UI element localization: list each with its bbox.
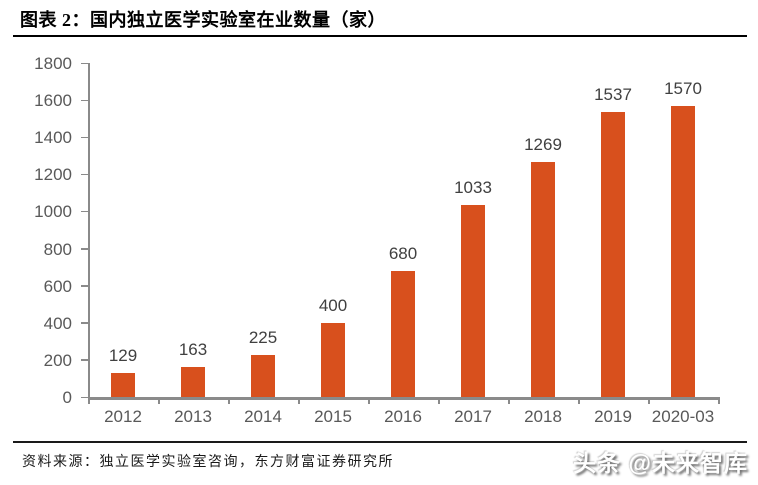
bar: [321, 323, 345, 397]
y-axis-tick-label: 200: [43, 350, 72, 370]
x-axis-tick-label: 2018: [524, 407, 562, 426]
x-axis-tick-mark: [578, 399, 580, 404]
x-axis-tick-label: 2014: [244, 407, 282, 426]
y-axis-tick-label: 1800: [34, 54, 72, 73]
y-axis-tick-label: 600: [43, 276, 72, 296]
x-axis-tick-mark: [88, 399, 90, 404]
y-axis-tick-label: 1200: [34, 165, 72, 185]
x-axis-tick-mark: [508, 399, 510, 404]
bar: [601, 112, 625, 397]
title-divider-line: [13, 35, 747, 37]
x-axis-tick-label: 2020-03: [651, 407, 715, 426]
y-axis-line: [88, 63, 90, 399]
bar-value-label: 163: [178, 340, 208, 359]
y-axis-tick-label: 0: [62, 388, 72, 407]
bar-value-label: 1537: [594, 85, 632, 104]
x-axis-tick-mark: [648, 399, 650, 404]
bar-value-label: 225: [248, 328, 278, 347]
y-axis-tick-mark: [81, 136, 88, 139]
y-axis-tick-mark: [81, 359, 88, 361]
bar-value-label: 680: [388, 244, 418, 263]
bar: [461, 205, 485, 397]
x-axis-tick-label: 2019: [594, 407, 632, 426]
bar: [531, 162, 555, 397]
bar-value-label: 1033: [454, 178, 492, 197]
bar-value-label: 1269: [524, 135, 562, 154]
x-axis-tick-label: 2016: [384, 407, 422, 426]
x-axis-tick-mark: [158, 399, 160, 404]
y-axis-tick-mark: [81, 248, 88, 250]
bar: [251, 355, 275, 397]
x-axis-tick-label: 2013: [174, 407, 212, 426]
x-axis-tick-mark: [438, 399, 440, 404]
bar-value-label: 400: [318, 296, 348, 315]
x-axis-tick-mark: [718, 399, 720, 404]
x-axis-tick-mark: [228, 399, 230, 404]
x-axis-tick-mark: [298, 399, 300, 404]
y-axis-tick-mark: [81, 210, 88, 213]
bar-value-label: 1570: [664, 79, 702, 98]
y-axis-tick-label: 1400: [34, 128, 72, 148]
bar-value-label: 129: [108, 346, 138, 365]
x-axis-tick-label: 2015: [314, 407, 352, 426]
y-axis-tick-mark: [81, 396, 88, 398]
y-axis-tick-mark: [81, 62, 88, 64]
watermark-toutiao-weilaizhiku: 头条 @未来智库: [573, 450, 748, 476]
y-axis-tick-label: 1600: [34, 91, 72, 111]
bar: [671, 106, 695, 397]
bar: [391, 271, 415, 397]
figure-title: 图表 2：国内独立医学实验室在业数量（家）: [20, 10, 386, 30]
x-axis-line: [88, 397, 720, 400]
y-axis-tick-mark: [81, 322, 88, 324]
y-axis-tick-mark: [81, 99, 88, 102]
y-axis-tick-label: 800: [43, 239, 72, 259]
x-axis-tick-label: 2017: [454, 407, 492, 426]
y-axis-tick-mark: [81, 285, 88, 287]
bar: [181, 367, 205, 397]
x-axis-tick-label: 2012: [104, 407, 142, 426]
bar: [111, 373, 135, 397]
source-note: 资料来源：独立医学实验室咨询，东方财富证券研究所: [22, 455, 394, 470]
y-axis-tick-label: 400: [43, 313, 72, 333]
bar-chart: 0 200 400 600 800 1000 1200 1400 1600 1800 129 2012…: [34, 54, 720, 426]
y-axis-tick-label: 1000: [34, 202, 72, 222]
y-axis-tick-mark: [81, 173, 88, 176]
footer-divider-line: [13, 441, 747, 443]
x-axis-tick-mark: [368, 399, 370, 404]
